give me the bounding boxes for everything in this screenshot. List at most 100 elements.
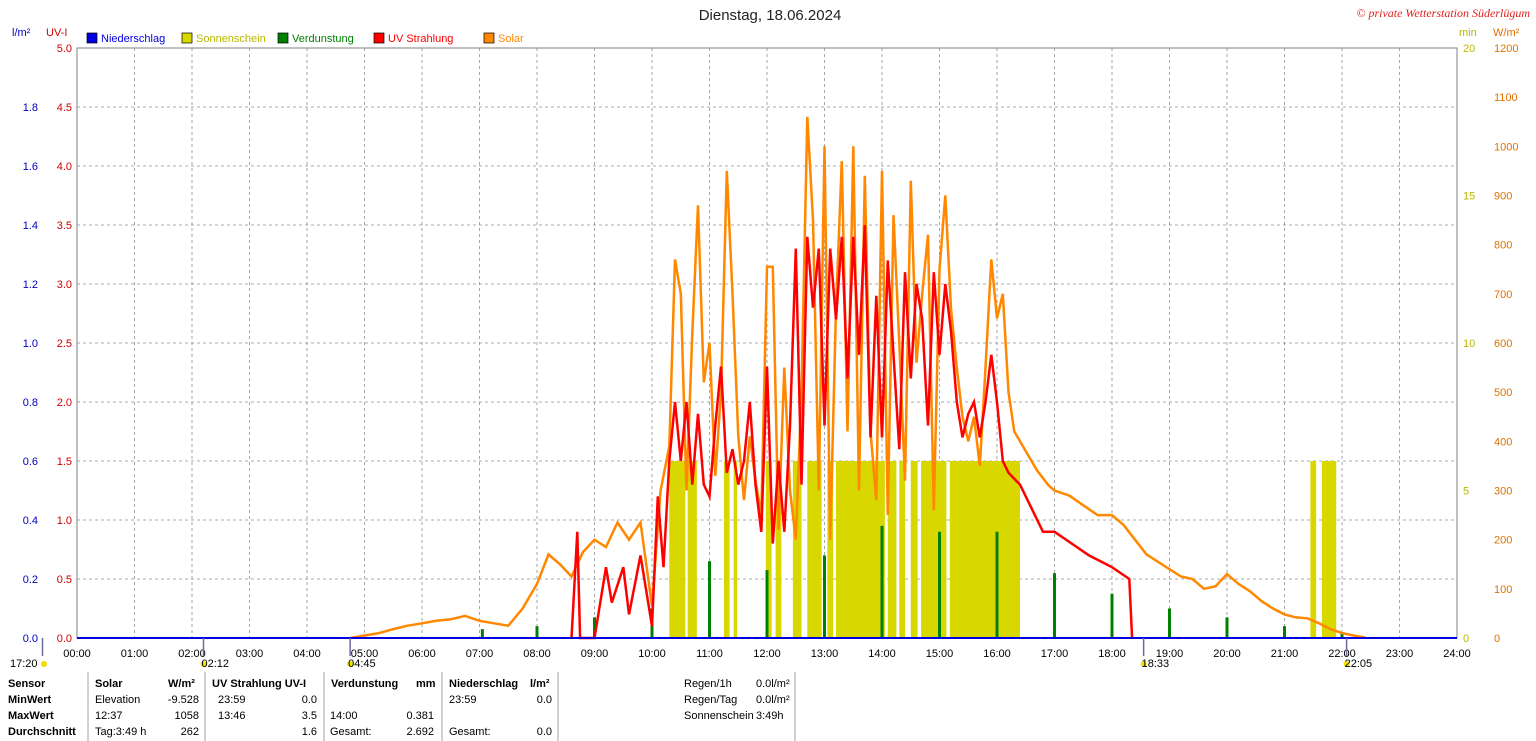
stats-precip-time: Gesamt: bbox=[449, 726, 491, 738]
summary-value: 3:49h bbox=[756, 710, 784, 722]
xtick: 01:00 bbox=[121, 648, 149, 660]
xtick: 20:00 bbox=[1213, 648, 1241, 660]
sun-event-dot bbox=[1343, 661, 1350, 667]
ytick-uv: 2.0 bbox=[57, 397, 72, 409]
sunshine-bar bbox=[1310, 461, 1317, 638]
legend-label-niederschlag: Niederschlag bbox=[101, 33, 165, 45]
stats-solar-time: Tag:3:49 h bbox=[95, 726, 146, 738]
xtick: 14:00 bbox=[868, 648, 896, 660]
stats-uv-val: 3.5 bbox=[302, 710, 317, 722]
xtick: 03:00 bbox=[236, 648, 264, 660]
summary-value: 0.0l/m² bbox=[756, 694, 790, 706]
chart-title: Dienstag, 18.06.2024 bbox=[699, 7, 842, 24]
stats-header-precip: Niederschlag bbox=[449, 678, 518, 690]
summary-label: Regen/Tag bbox=[684, 694, 737, 706]
ytick-precip: 0.8 bbox=[23, 397, 38, 409]
legend-label-sonnenschein: Sonnenschein bbox=[196, 33, 266, 45]
unit-precip: l/m² bbox=[12, 27, 31, 39]
xtick: 00:00 bbox=[63, 648, 91, 660]
ytick-precip: 1.8 bbox=[23, 102, 38, 114]
xtick: 18:00 bbox=[1098, 648, 1126, 660]
summary-label: Regen/1h bbox=[684, 678, 732, 690]
stats-uv-time: 13:46 bbox=[218, 710, 246, 722]
legend-label-solar: Solar bbox=[498, 33, 524, 45]
sunshine-bar bbox=[733, 461, 738, 638]
sun-event-label: 22:05 bbox=[1345, 658, 1373, 670]
summary-value: 0.0l/m² bbox=[756, 678, 790, 690]
ytick-sun: 10 bbox=[1463, 338, 1475, 350]
stats-solar-val: 262 bbox=[181, 726, 199, 738]
ytick-uv: 3.0 bbox=[57, 279, 72, 291]
sun-event-dot bbox=[1140, 661, 1147, 667]
xtick: 15:00 bbox=[926, 648, 954, 660]
xtick: 08:00 bbox=[523, 648, 551, 660]
stats-row-label: Durchschnitt bbox=[8, 726, 76, 738]
stats-uv-val: 1.6 bbox=[302, 726, 317, 738]
xtick: 10:00 bbox=[638, 648, 666, 660]
sunshine-bar bbox=[949, 461, 1020, 638]
xtick: 22:00 bbox=[1328, 648, 1356, 660]
sunshine-bar bbox=[723, 461, 730, 638]
stats-evap-val: 2.692 bbox=[406, 726, 434, 738]
ytick-uv: 1.0 bbox=[57, 515, 72, 527]
ytick-solar: 1100 bbox=[1494, 92, 1518, 104]
ytick-precip: 1.2 bbox=[23, 279, 38, 291]
ytick-solar: 300 bbox=[1494, 486, 1512, 498]
ytick-uv: 2.5 bbox=[57, 338, 72, 350]
sunshine-bar bbox=[775, 461, 782, 638]
xtick: 02:00 bbox=[178, 648, 206, 660]
xtick: 17:00 bbox=[1041, 648, 1069, 660]
ytick-precip: 1.0 bbox=[23, 338, 38, 350]
ytick-uv: 0.0 bbox=[57, 633, 72, 645]
stats-uv-val: 0.0 bbox=[302, 694, 317, 706]
ytick-uv: 4.0 bbox=[57, 161, 72, 173]
stats-header-evap_unit: mm bbox=[416, 678, 436, 690]
credit-text: © private Wetterstation Süderlügum bbox=[1356, 6, 1530, 20]
xtick: 11:00 bbox=[696, 648, 723, 660]
unit-sun: min bbox=[1459, 27, 1477, 39]
sun-event-label: 04:45 bbox=[348, 658, 376, 670]
ytick-uv: 3.5 bbox=[57, 220, 72, 232]
sunshine-bar bbox=[687, 461, 697, 638]
ytick-sun: 0 bbox=[1463, 633, 1469, 645]
sun-event-label: 02:12 bbox=[202, 658, 230, 670]
ytick-uv: 5.0 bbox=[57, 43, 72, 55]
xtick: 12:00 bbox=[753, 648, 781, 660]
ytick-precip: 0.0 bbox=[23, 633, 38, 645]
sun-events: 17:20 02:12 04:45 18:33 22:05 bbox=[10, 638, 1372, 670]
legend-label-uv: UV Strahlung bbox=[388, 33, 453, 45]
stats-solar-time: 12:37 bbox=[95, 710, 123, 722]
axis-units: l/m² UV-I min W/m² bbox=[12, 27, 1520, 39]
xtick: 06:00 bbox=[408, 648, 436, 660]
stats-header-sensor: Sensor bbox=[8, 678, 46, 690]
x-axis-ticks: 00:00 01:00 02:00 03:00 04:00 05:00 06:00 07:00… bbox=[63, 648, 1471, 660]
ytick-precip: 0.6 bbox=[23, 456, 38, 468]
stats-row-label: MaxWert bbox=[8, 710, 54, 722]
legend-swatch-solar bbox=[483, 32, 495, 44]
stats-evap-time: Gesamt: bbox=[330, 726, 372, 738]
stats-header-precip_unit: l/m² bbox=[530, 678, 550, 690]
ytick-solar: 100 bbox=[1494, 584, 1512, 596]
stats-precip-time: 23:59 bbox=[449, 694, 477, 706]
summary-label: Sonnenschein bbox=[684, 710, 754, 722]
stats-evap-time: 14:00 bbox=[330, 710, 358, 722]
sun-event-label: 18:33 bbox=[1142, 658, 1170, 670]
ytick-uv: 1.5 bbox=[57, 456, 72, 468]
ytick-solar: 200 bbox=[1494, 535, 1512, 547]
ytick-solar: 1000 bbox=[1494, 141, 1518, 153]
uv-line bbox=[570, 224, 1134, 640]
ytick-precip: 0.4 bbox=[23, 515, 38, 527]
stats-row-label: MinWert bbox=[8, 694, 52, 706]
sunshine-bars bbox=[669, 461, 1337, 638]
xtick: 24:00 bbox=[1443, 648, 1471, 660]
ytick-precip: 1.4 bbox=[23, 220, 38, 232]
ytick-solar: 400 bbox=[1494, 436, 1512, 448]
xtick: 05:00 bbox=[351, 648, 379, 660]
unit-uv: UV-I bbox=[46, 27, 67, 39]
y-axis-ticks: 0.0 0.2 0.4 0.6 0.8 1.0 1.2 1.4 1.6 1.8 0.0 0.5 1.0 1… bbox=[23, 43, 1519, 645]
sunshine-bar bbox=[887, 461, 897, 638]
stats-solar-val: 1058 bbox=[175, 710, 199, 722]
evaporation-bars bbox=[480, 525, 1344, 638]
sunshine-bar bbox=[807, 461, 822, 638]
